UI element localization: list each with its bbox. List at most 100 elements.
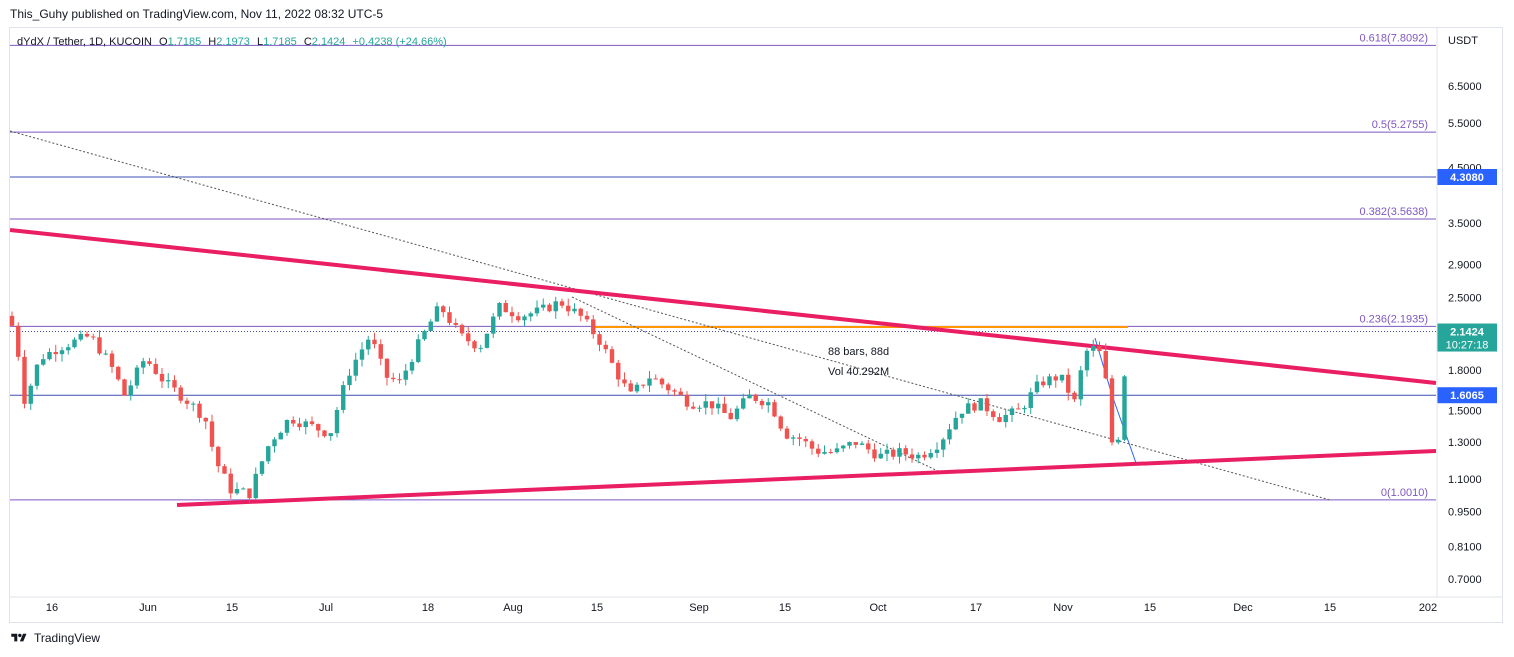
candle-body xyxy=(47,351,52,360)
candle-body xyxy=(328,433,333,437)
candle-body xyxy=(1041,381,1046,386)
candle-body xyxy=(191,403,196,405)
candle-body xyxy=(947,429,952,440)
price-tick-label: 6.5000 xyxy=(1448,81,1482,93)
candle-body xyxy=(734,408,740,420)
candle-body xyxy=(541,304,546,308)
time-axis: 16 Jun 15 Jul 18 Aug 15 Sep 15 Oct 17 Nov 15 Dec 15 202 xyxy=(9,596,1503,614)
time-tick-label: 15 xyxy=(779,602,791,614)
candle-body xyxy=(809,441,815,449)
candle-body xyxy=(891,449,896,457)
time-tick-label: Jul xyxy=(319,602,333,614)
candle-body xyxy=(984,398,990,412)
candle-body xyxy=(334,409,340,434)
candle-body xyxy=(397,379,402,381)
candle-body xyxy=(678,391,683,395)
candle-body xyxy=(447,312,452,323)
candle-body xyxy=(816,448,821,454)
candle-body xyxy=(684,394,690,407)
candle-body xyxy=(616,362,621,380)
time-tick-label: 15 xyxy=(591,602,603,614)
candle-body xyxy=(284,419,290,433)
candle-body xyxy=(1122,376,1127,440)
candle-body xyxy=(584,315,590,320)
projection-line xyxy=(1094,337,1137,464)
candle-body xyxy=(778,416,783,429)
candle-body xyxy=(1053,376,1058,381)
candle-body xyxy=(1059,374,1065,381)
candle-body xyxy=(641,384,646,386)
candle-body xyxy=(659,378,665,385)
candle-body xyxy=(953,417,958,430)
candle-body xyxy=(372,339,377,345)
price-tick-label: 1.5000 xyxy=(1448,405,1482,417)
candle-body xyxy=(997,417,1002,423)
candle-body xyxy=(1116,439,1121,443)
candle-body xyxy=(34,364,40,386)
candle-body xyxy=(422,331,427,340)
candle-body xyxy=(197,403,202,418)
candle-body xyxy=(53,351,58,355)
candle-body xyxy=(97,337,102,354)
candle-body xyxy=(1066,374,1071,393)
candle-body xyxy=(9,315,15,326)
candle-body xyxy=(1034,381,1040,393)
candle-body xyxy=(884,449,890,454)
candle-body xyxy=(259,461,265,474)
candle-body xyxy=(272,439,277,447)
candle-body xyxy=(1047,376,1052,386)
candle-body xyxy=(703,401,708,408)
fib-label: 0(1.0010) xyxy=(1381,487,1428,499)
candle-body xyxy=(822,452,827,454)
candle-body xyxy=(853,442,858,445)
candle-body xyxy=(128,385,133,396)
candle-body xyxy=(278,432,283,440)
candle-body xyxy=(522,316,527,321)
footer: TradingView xyxy=(10,631,100,645)
time-tick-label: 15 xyxy=(226,602,238,614)
candle-body xyxy=(466,333,471,342)
candle-body xyxy=(847,442,852,446)
time-tick-label: Dec xyxy=(1233,602,1253,614)
candle-body xyxy=(1078,370,1083,400)
time-tick-label: 18 xyxy=(422,602,434,614)
candle-body xyxy=(516,316,521,321)
candle-body xyxy=(1003,415,1008,423)
candle-body xyxy=(991,411,996,418)
candle-body xyxy=(134,367,140,386)
candle-body xyxy=(622,379,627,384)
candle-body xyxy=(928,453,933,458)
candle-body xyxy=(209,421,215,447)
tradingview-logo-icon xyxy=(11,633,27,642)
candle-body xyxy=(547,304,552,312)
price-badge-value: 1.6065 xyxy=(1450,390,1484,402)
candle-body xyxy=(341,385,346,410)
publish-info: This_Guhy published on TradingView.com, … xyxy=(10,7,384,21)
time-tick-label: Jun xyxy=(139,602,157,614)
candle-body xyxy=(578,308,583,316)
candle-body xyxy=(116,366,121,380)
candle-body xyxy=(391,377,396,380)
time-tick-label: Nov xyxy=(1053,602,1073,614)
candle-body xyxy=(347,375,352,386)
candle-body xyxy=(484,333,490,348)
candle-body xyxy=(291,419,296,424)
candle-body xyxy=(178,387,183,401)
symbol-legend: dYdX / Tether, 1D, KUCOIN O1.7185 H2.197… xyxy=(17,36,447,48)
candle-body xyxy=(872,449,877,459)
price-badge-value: 4.3080 xyxy=(1450,172,1484,184)
candle-body xyxy=(859,443,865,445)
candle-body xyxy=(322,430,327,437)
legend-symbol: dYdX / Tether xyxy=(17,36,84,48)
candle-body xyxy=(359,349,365,360)
candle-body xyxy=(1022,407,1027,410)
candle-body xyxy=(534,307,540,314)
price-tick-label: 3.5000 xyxy=(1448,218,1482,230)
candle-body xyxy=(747,394,752,399)
candle-body xyxy=(109,353,115,367)
footer-brand: TradingView xyxy=(34,631,101,645)
candle-body xyxy=(653,378,658,380)
lower-trendline xyxy=(176,449,1437,507)
candle-body xyxy=(91,336,96,338)
